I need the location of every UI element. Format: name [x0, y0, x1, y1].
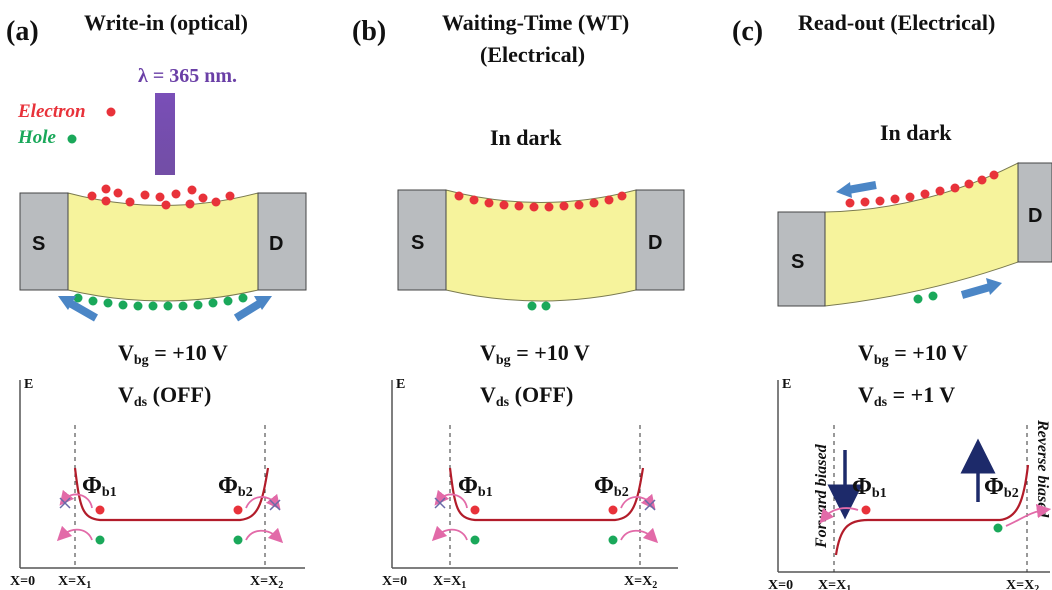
legend-hole-label: Hole: [17, 127, 57, 148]
barrier-phi-b2-label: Φb2: [594, 473, 629, 500]
panel-c-letter: (c): [732, 16, 763, 47]
vbg-label: Vbg = +10 V: [858, 340, 968, 368]
barrier-phi-b1-label: Φb1: [852, 474, 887, 501]
x0-label: X=0: [10, 574, 35, 589]
x2-label: X=X2: [1006, 578, 1039, 590]
source-label: S: [32, 233, 45, 255]
blocked-crosses: [434, 497, 656, 511]
panel-b-title-line1: Waiting-Time (WT): [442, 10, 629, 35]
holes-bottom: [527, 301, 551, 311]
vbg-label: Vbg = +10 V: [118, 340, 228, 368]
channel-sheet: [67, 192, 259, 302]
band-electron-right: [233, 505, 243, 515]
channel-sheet: [445, 189, 637, 302]
band-electron: [861, 505, 871, 515]
vds-label: Vds (OFF): [118, 382, 211, 410]
panel-a: (a) Write-in (optical) λ = 365 nm. Elect…: [6, 10, 307, 590]
dark-label: In dark: [880, 120, 952, 145]
band-hole-right: [233, 535, 243, 545]
barrier-phi-b2-label: Φb2: [218, 473, 253, 500]
x1-label: X=X1: [818, 578, 851, 590]
x2-label: X=X2: [624, 574, 657, 590]
source-contact: [777, 211, 826, 307]
wavelength-label: λ = 365 nm.: [138, 65, 237, 87]
legend-electron-label: Electron: [17, 101, 86, 122]
source-label: S: [791, 251, 804, 273]
vds-label: Vds (OFF): [480, 382, 573, 410]
source-contact: [397, 189, 447, 291]
carrier-curl-arrows: [431, 489, 659, 544]
panel-b: (b) Waiting-Time (WT) (Electrical) In da…: [352, 10, 685, 590]
reverse-biased-label: Reverse biased: [1034, 419, 1051, 518]
band-hole-left: [470, 535, 480, 545]
x0-label: X=0: [768, 578, 793, 590]
x1-label: X=X1: [433, 574, 466, 590]
carrier-curl-arrows: [56, 489, 284, 544]
uv-light-beam: [155, 93, 175, 175]
band-edge-curve: [834, 464, 1030, 556]
source-label: S: [411, 232, 424, 254]
drain-contact: [257, 192, 307, 291]
source-contact: [19, 192, 69, 291]
hole-drift-arrow-left: [58, 296, 98, 322]
holes-bottom: [73, 293, 248, 311]
x0-label: X=0: [382, 574, 407, 589]
hole-drift-arrow: [960, 278, 1002, 299]
blocked-crosses: [59, 497, 281, 511]
panel-c-title: Read-out (Electrical): [798, 10, 995, 35]
electrons-top: [845, 170, 999, 208]
legend-electron-dot: [106, 107, 116, 117]
vds-label: Vds = +1 V: [858, 382, 955, 410]
electrons-top: [454, 191, 627, 212]
energy-axis-label: E: [24, 377, 33, 392]
barrier-phi-b2-label: Φb2: [984, 474, 1019, 501]
band-hole-left: [95, 535, 105, 545]
energy-axis-label: E: [396, 377, 405, 392]
drain-contact: [1017, 162, 1052, 263]
panel-b-letter: (b): [352, 16, 386, 47]
band-electron-left: [95, 505, 105, 515]
drain-label: D: [1028, 205, 1042, 227]
panel-c: (c) Read-out (Electrical) In dark S D Vb…: [732, 10, 1052, 590]
band-hole: [993, 523, 1003, 533]
band-electron-left: [470, 505, 480, 515]
band-hole-right: [608, 535, 618, 545]
forward-biased-label: Forward biased: [813, 443, 830, 549]
energy-axis-label: E: [782, 377, 791, 392]
barrier-phi-b1-label: Φb1: [82, 473, 117, 500]
vbg-label: Vbg = +10 V: [480, 340, 590, 368]
carrier-curl-arrows: [819, 503, 1052, 527]
drain-label: D: [648, 232, 662, 254]
dark-label: In dark: [490, 125, 562, 150]
panel-a-letter: (a): [6, 16, 39, 47]
x1-label: X=X1: [58, 574, 91, 590]
drain-contact: [635, 189, 685, 291]
panel-a-title: Write-in (optical): [84, 10, 248, 35]
drain-label: D: [269, 233, 283, 255]
panel-b-title-line2: (Electrical): [480, 42, 585, 67]
legend-hole-dot: [67, 134, 77, 144]
hole-drift-arrow-right: [233, 296, 272, 322]
band-electron-right: [608, 505, 618, 515]
electron-drift-arrow: [836, 181, 877, 198]
holes-bottom: [913, 291, 938, 304]
barrier-phi-b1-label: Φb1: [458, 473, 493, 500]
x2-label: X=X2: [250, 574, 283, 590]
electrons-top: [87, 184, 235, 210]
